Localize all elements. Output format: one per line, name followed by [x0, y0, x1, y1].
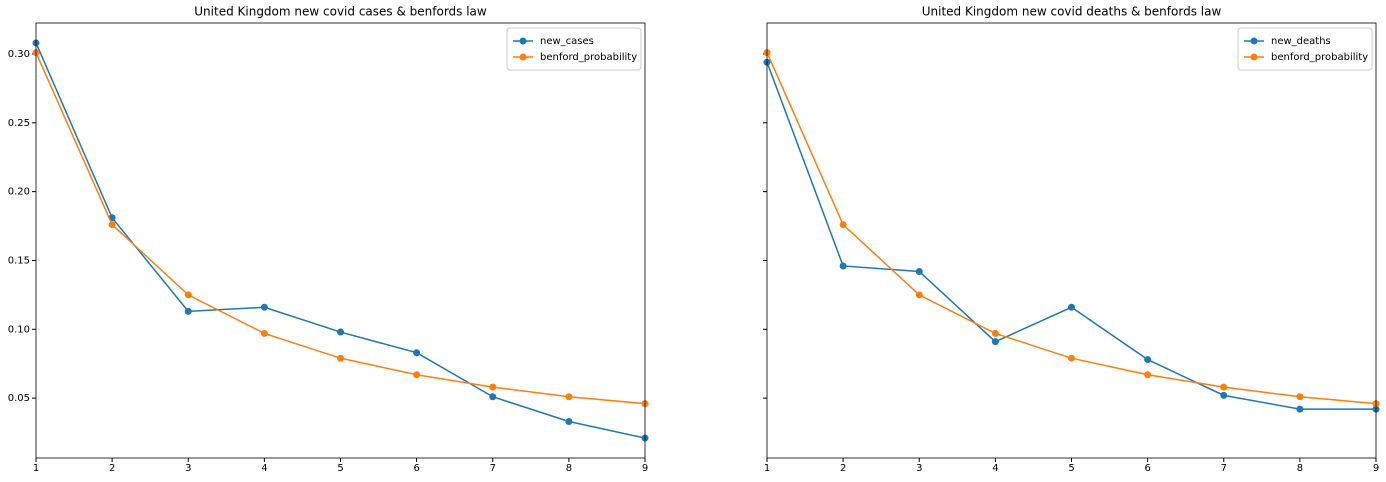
marker	[413, 371, 421, 379]
axes-frame	[35, 22, 646, 459]
y-tick-label: 0.15	[8, 255, 30, 266]
marker	[337, 354, 344, 362]
legend-marker	[1250, 53, 1258, 61]
marker	[337, 328, 344, 336]
x-tick-label: 5	[1068, 463, 1074, 474]
marker	[108, 221, 116, 229]
marker	[184, 307, 192, 315]
marker	[915, 291, 923, 299]
marker	[1296, 393, 1304, 401]
marker	[184, 291, 192, 299]
x-tick-label: 7	[490, 463, 496, 474]
legend-marker	[1250, 37, 1258, 45]
y-tick-label: 0.20	[8, 187, 30, 198]
marker	[991, 338, 999, 346]
x-tick-label: 4	[992, 463, 998, 474]
marker	[915, 267, 923, 275]
x-tick-label: 9	[642, 463, 648, 474]
x-tick-label: 6	[1144, 463, 1150, 474]
marker	[260, 329, 268, 337]
y-tick-label: 0.05	[8, 393, 30, 404]
legend-box	[1237, 27, 1373, 71]
x-tick-label: 4	[261, 463, 267, 474]
y-tick-label: 0.30	[8, 49, 30, 60]
legend-marker	[519, 37, 527, 45]
x-tick-label: 2	[109, 463, 115, 474]
marker	[489, 393, 497, 401]
legend-label: new_deaths	[1271, 36, 1331, 47]
y-tick-label: 0.25	[8, 118, 30, 129]
x-tick-label: 5	[337, 463, 343, 474]
marker	[1220, 391, 1228, 399]
marker	[1144, 371, 1152, 379]
x-tick-label: 8	[566, 463, 572, 474]
marker	[1296, 405, 1304, 413]
marker	[489, 383, 497, 391]
series-line	[35, 52, 646, 405]
x-tick-label: 2	[840, 463, 846, 474]
marker	[1068, 354, 1075, 362]
legend-marker	[519, 53, 527, 61]
legend-label: new_cases	[540, 36, 594, 47]
chart-title: United Kingdom new covid cases & benford…	[194, 5, 487, 19]
legend-label: benford_probability	[1271, 52, 1368, 63]
marker	[839, 221, 847, 229]
marker	[991, 329, 999, 337]
chart-title: United Kingdom new covid deaths & benfor…	[922, 5, 1222, 19]
x-tick-label: 1	[764, 463, 770, 474]
marker	[565, 393, 573, 401]
legend-box	[506, 27, 642, 71]
marker	[839, 262, 847, 270]
marker	[1220, 383, 1228, 391]
x-tick-label: 8	[1297, 463, 1303, 474]
marker	[1068, 303, 1075, 311]
marker	[260, 303, 268, 311]
x-tick-label: 6	[413, 463, 419, 474]
marker	[1144, 356, 1152, 364]
x-tick-label: 3	[185, 463, 191, 474]
series-line	[35, 42, 646, 439]
x-tick-label: 1	[33, 463, 39, 474]
x-tick-label: 9	[1373, 463, 1379, 474]
x-tick-label: 7	[1221, 463, 1227, 474]
marker	[565, 418, 573, 426]
axes-frame	[766, 22, 1377, 459]
series-line	[766, 52, 1377, 405]
x-tick-label: 3	[916, 463, 922, 474]
legend-label: benford_probability	[540, 52, 637, 63]
y-tick-label: 0.10	[8, 324, 30, 335]
marker	[413, 349, 421, 357]
